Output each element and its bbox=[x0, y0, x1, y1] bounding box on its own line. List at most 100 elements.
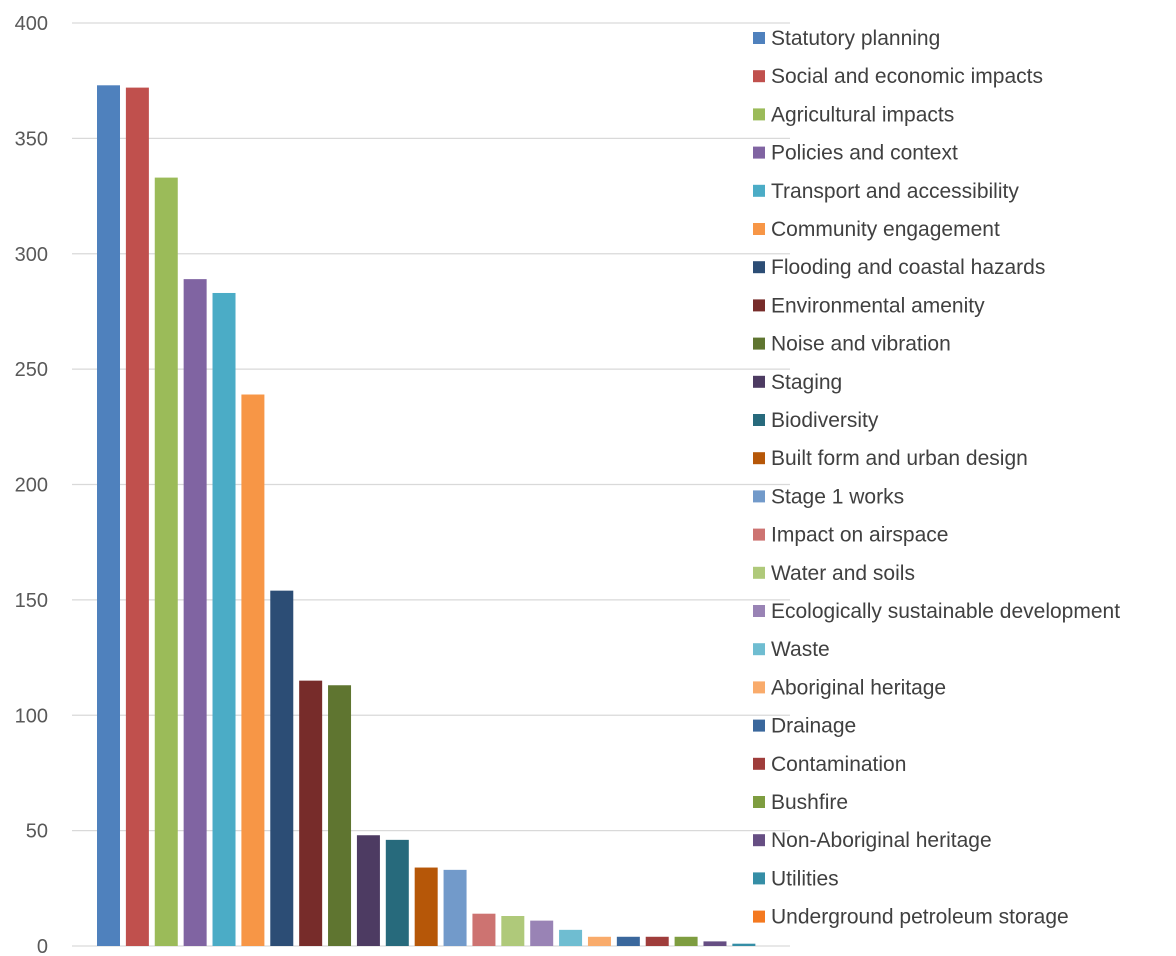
legend-swatch bbox=[753, 490, 765, 503]
bar-non-aboriginal-heritage bbox=[703, 941, 727, 946]
legend-label: Contamination bbox=[771, 753, 906, 776]
bar-aboriginal-heritage bbox=[587, 936, 611, 946]
legend-swatch bbox=[753, 566, 765, 579]
legend-label: Drainage bbox=[771, 715, 856, 738]
y-tick-label: 350 bbox=[15, 128, 48, 150]
y-tick-label: 0 bbox=[37, 936, 48, 956]
y-tick-label: 100 bbox=[15, 705, 48, 727]
legend-label: Biodiversity bbox=[771, 409, 879, 432]
legend-swatch bbox=[753, 452, 765, 465]
legend-swatch bbox=[753, 108, 765, 121]
legend-swatch bbox=[753, 70, 765, 83]
y-tick-label: 400 bbox=[15, 13, 48, 35]
legend-label: Underground petroleum storage bbox=[771, 906, 1069, 929]
y-axis: 0 50 100 150 200 250 300 350 400 bbox=[15, 13, 48, 956]
legend-label: Noise and vibration bbox=[771, 333, 951, 356]
legend-label: Waste bbox=[771, 638, 830, 661]
legend-swatch bbox=[753, 528, 765, 541]
bar-bushfire bbox=[674, 936, 698, 946]
bar-environmental-amenity bbox=[299, 680, 323, 946]
legend-item: Water and soils bbox=[753, 562, 915, 585]
legend-label: Ecologically sustainable development bbox=[771, 600, 1120, 623]
bar-noise-and-vibration bbox=[328, 685, 352, 946]
legend-item: Flooding and coastal hazards bbox=[753, 256, 1045, 279]
legend-swatch bbox=[753, 872, 765, 885]
legend-label: Social and economic impacts bbox=[771, 65, 1043, 88]
legend-label: Stage 1 works bbox=[771, 485, 904, 508]
legend-item: Aboriginal heritage bbox=[753, 676, 946, 699]
legend-swatch bbox=[753, 337, 765, 350]
legend-label: Transport and accessibility bbox=[771, 180, 1019, 203]
y-tick-label: 250 bbox=[15, 359, 48, 381]
legend-swatch bbox=[753, 605, 765, 617]
bar-impact-on-airspace bbox=[472, 913, 496, 946]
legend-swatch bbox=[753, 910, 765, 923]
legend-item: Stage 1 works bbox=[753, 485, 904, 508]
legend-item: Contamination bbox=[753, 753, 906, 776]
legend-label: Flooding and coastal hazards bbox=[771, 256, 1045, 279]
legend-item: Impact on airspace bbox=[753, 524, 948, 547]
legend-swatch bbox=[753, 719, 765, 732]
bar-policies-and-context bbox=[183, 279, 207, 946]
legend-label: Environmental amenity bbox=[771, 294, 985, 317]
bars bbox=[97, 85, 756, 947]
y-tick-label: 150 bbox=[15, 590, 48, 612]
legend-item: Community engagement bbox=[753, 218, 1000, 241]
bar-transport-and-accessibility bbox=[212, 292, 236, 946]
legend-swatch bbox=[753, 223, 765, 235]
legend-item: Ecologically sustainable development bbox=[753, 600, 1120, 623]
legend-item: Environmental amenity bbox=[753, 294, 985, 317]
legend-item: Underground petroleum storage bbox=[753, 906, 1069, 929]
legend-item: Waste bbox=[753, 638, 830, 661]
legend-item: Utilities bbox=[753, 867, 839, 890]
bar-water-and-soils bbox=[501, 916, 525, 946]
bar-biodiversity bbox=[385, 839, 409, 946]
bar-waste bbox=[559, 929, 583, 946]
bar-built-form-and-urban-design bbox=[414, 867, 438, 946]
legend-swatch bbox=[753, 299, 765, 312]
legend-item: Biodiversity bbox=[753, 409, 879, 432]
bar-staging bbox=[356, 835, 380, 946]
legend-item: Social and economic impacts bbox=[753, 65, 1043, 88]
legend-item: Bushfire bbox=[753, 791, 848, 814]
legend-swatch bbox=[753, 32, 765, 44]
y-tick-label: 200 bbox=[15, 475, 48, 497]
bar-utilities bbox=[732, 943, 756, 946]
legend-label: Non-Aboriginal heritage bbox=[771, 829, 992, 852]
legend-swatch bbox=[753, 146, 765, 159]
legend-label: Water and soils bbox=[771, 562, 915, 585]
legend-item: Agricultural impacts bbox=[753, 103, 954, 126]
legend-label: Bushfire bbox=[771, 791, 848, 814]
bar-drainage bbox=[616, 936, 640, 946]
bar-flooding-and-coastal-hazards bbox=[270, 590, 294, 946]
legend-swatch bbox=[753, 375, 765, 388]
legend-swatch bbox=[753, 184, 765, 197]
y-tick-label: 50 bbox=[26, 821, 48, 843]
legend-item: Noise and vibration bbox=[753, 333, 951, 356]
legend-label: Policies and context bbox=[771, 142, 958, 165]
legend-swatch bbox=[753, 796, 765, 808]
bar-ecologically-sustainable-development bbox=[530, 920, 554, 946]
legend-item: Transport and accessibility bbox=[753, 180, 1019, 203]
bar-contamination bbox=[645, 936, 669, 946]
legend-swatch bbox=[753, 757, 765, 770]
legend-label: Statutory planning bbox=[771, 27, 940, 50]
legend-item: Staging bbox=[753, 371, 842, 394]
legend-item: Policies and context bbox=[753, 142, 958, 165]
bar-community-engagement bbox=[241, 394, 265, 946]
bar-stage-1-works bbox=[443, 869, 467, 946]
legend-item: Non-Aboriginal heritage bbox=[753, 829, 992, 852]
legend-item: Drainage bbox=[753, 715, 856, 738]
legend-label: Built form and urban design bbox=[771, 447, 1028, 470]
legend-label: Staging bbox=[771, 371, 842, 394]
y-tick-label: 300 bbox=[15, 244, 48, 266]
legend-swatch bbox=[753, 834, 765, 847]
gridlines bbox=[72, 22, 790, 947]
legend: Statutory planning Social and economic im… bbox=[753, 27, 1120, 929]
legend-label: Impact on airspace bbox=[771, 524, 948, 547]
legend-swatch bbox=[753, 414, 765, 426]
legend-label: Agricultural impacts bbox=[771, 103, 954, 126]
legend-item: Built form and urban design bbox=[753, 447, 1028, 470]
legend-swatch bbox=[753, 261, 765, 274]
